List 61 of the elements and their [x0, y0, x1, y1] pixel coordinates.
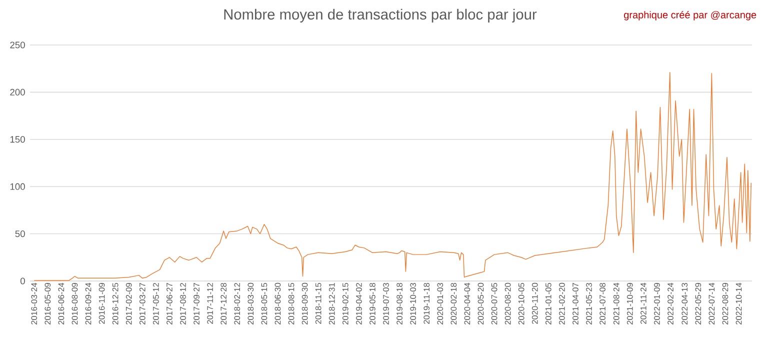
x-tick-label: 2020-11-20 — [532, 282, 538, 324]
x-tick-label: 2020-01-03 — [437, 282, 444, 324]
y-tick-label: 100 — [10, 183, 25, 190]
x-tick-label: 2022-02-24 — [668, 282, 674, 324]
x-tick-label: 2020-02-18 — [450, 282, 457, 324]
x-tick-label: 2020-10-05 — [518, 282, 524, 324]
x-tick-label: 2017-02-09 — [126, 282, 132, 324]
x-tick-label: 2016-06-24 — [58, 282, 64, 324]
y-tick-label: 200 — [10, 88, 25, 96]
y-tick-label: 250 — [10, 42, 25, 48]
x-tick-label: 2017-05-12 — [153, 283, 159, 324]
chart-title: Nombre moyen de transactions par bloc par jour — [224, 8, 537, 22]
x-tick-label: 2018-05-15 — [261, 282, 268, 324]
x-tick-label: 2016-08-09 — [72, 282, 78, 324]
x-tick-label: 2017-03-27 — [139, 283, 146, 324]
x-tick-label: 2016-09-24 — [85, 282, 92, 324]
x-tick-label: 2022-01-09 — [654, 282, 660, 324]
x-tick-label: 2017-06-27 — [166, 283, 172, 324]
x-tick-label: 2020-04-04 — [464, 282, 470, 324]
x-tick-label: 2017-11-12 — [207, 283, 213, 324]
x-tick-label: 2021-10-09 — [626, 282, 633, 324]
x-tick-label: 2019-04-02 — [356, 283, 362, 324]
x-tick-label: 2021-02-20 — [559, 282, 565, 324]
x-tick-label: 2019-11-18 — [424, 282, 430, 324]
x-tick-label: 2016-11-09 — [98, 282, 105, 324]
x-tick-label: 2016-12-25 — [112, 282, 118, 324]
x-tick-label: 2018-09-30 — [302, 282, 308, 324]
x-tick-label: 2018-12-31 — [328, 283, 335, 324]
x-tick-label: 2020-07-05 — [491, 282, 498, 324]
x-tick-label: 2018-02-12 — [234, 283, 240, 324]
x-tick-label: 2018-03-30 — [248, 282, 254, 324]
x-tick-label: 2019-07-03 — [383, 282, 389, 324]
x-tick-label: 2021-11-24 — [640, 282, 646, 324]
x-tick-label: 2018-06-30 — [274, 282, 281, 324]
x-tick-label: 2021-07-08 — [600, 282, 606, 324]
x-tick-label: 2020-05-20 — [478, 282, 484, 324]
x-tick-label: 2022-04-13 — [682, 282, 688, 324]
x-tick-label: 2019-02-15 — [342, 282, 348, 324]
x-tick-label: 2017-12-28 — [220, 282, 227, 324]
y-tick-label: 150 — [10, 136, 25, 143]
x-tick-label: 2018-11-15 — [315, 282, 322, 324]
x-tick-label: 2022-10-14 — [736, 282, 742, 324]
y-tick-label: 0 — [20, 278, 25, 284]
text: graphique créé par @arcange — [624, 10, 756, 20]
x-tick-label: 2017-09-27 — [194, 283, 200, 324]
x-tick-label: 2019-08-18 — [396, 282, 402, 324]
x-tick-label: 2022-08-29 — [722, 282, 728, 324]
x-tick-label: 2021-04-07 — [572, 283, 578, 324]
x-tick-label: 2022-05-29 — [695, 282, 702, 324]
x-tick-label: 2019-05-18 — [370, 282, 376, 324]
x-tick-label: 2020-08-20 — [504, 282, 511, 324]
x-tick-label: 2018-08-15 — [288, 282, 294, 324]
x-tick-label: 2021-01-05 — [545, 282, 552, 324]
x-tick-label: 2016-03-24 — [31, 282, 38, 324]
x-tick-label: 2021-08-24 — [613, 282, 620, 324]
x-tick-label: 2019-10-03 — [410, 282, 416, 324]
x-tick-label: 2016-05-09 — [44, 282, 51, 324]
x-tick-label: 2021-05-23 — [586, 282, 592, 324]
x-tick-label: 2017-08-12 — [180, 283, 186, 324]
x-tick-label: 2022-07-14 — [708, 282, 715, 324]
y-tick-label: 50 — [15, 230, 25, 238]
